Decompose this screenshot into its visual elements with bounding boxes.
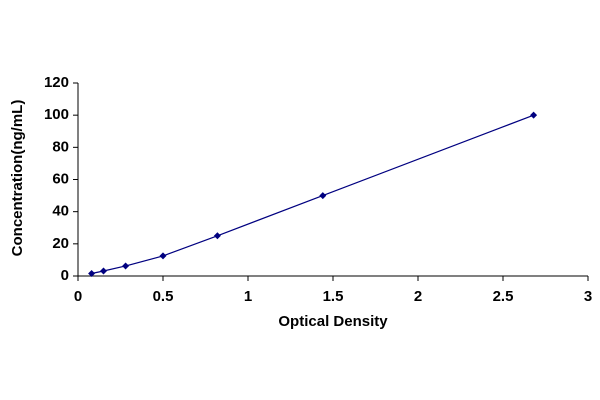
x-tick-label: 2.5 (493, 288, 514, 305)
x-tick-label: 2 (414, 288, 422, 305)
y-tick-label: 120 (44, 74, 69, 91)
y-tick-label: 60 (52, 170, 69, 187)
x-tick-label: 3 (584, 288, 592, 305)
y-tick-label: 80 (52, 138, 69, 155)
x-axis-label: Optical Density (278, 313, 388, 330)
y-tick-label: 100 (44, 106, 69, 123)
data-point (88, 269, 96, 277)
x-tick-label: 0.5 (153, 288, 174, 305)
y-tick-label: 0 (61, 267, 69, 284)
x-tick-label: 0 (74, 288, 82, 305)
x-tick-label: 1.5 (323, 288, 344, 305)
data-point (319, 192, 327, 200)
data-point (213, 232, 221, 240)
data-point (159, 252, 167, 260)
x-tick-label: 1 (244, 288, 252, 305)
data-line (91, 114, 534, 275)
y-axis-label: Concentration(ng/mL) (9, 100, 26, 257)
data-point (530, 111, 538, 119)
y-tick-label: 40 (52, 203, 69, 220)
data-point (100, 267, 107, 275)
y-tick-label: 20 (52, 235, 69, 252)
data-point (122, 262, 130, 270)
